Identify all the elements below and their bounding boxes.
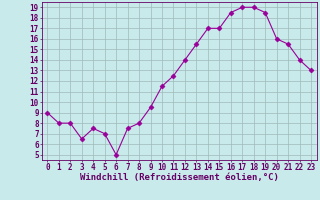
X-axis label: Windchill (Refroidissement éolien,°C): Windchill (Refroidissement éolien,°C) [80, 173, 279, 182]
